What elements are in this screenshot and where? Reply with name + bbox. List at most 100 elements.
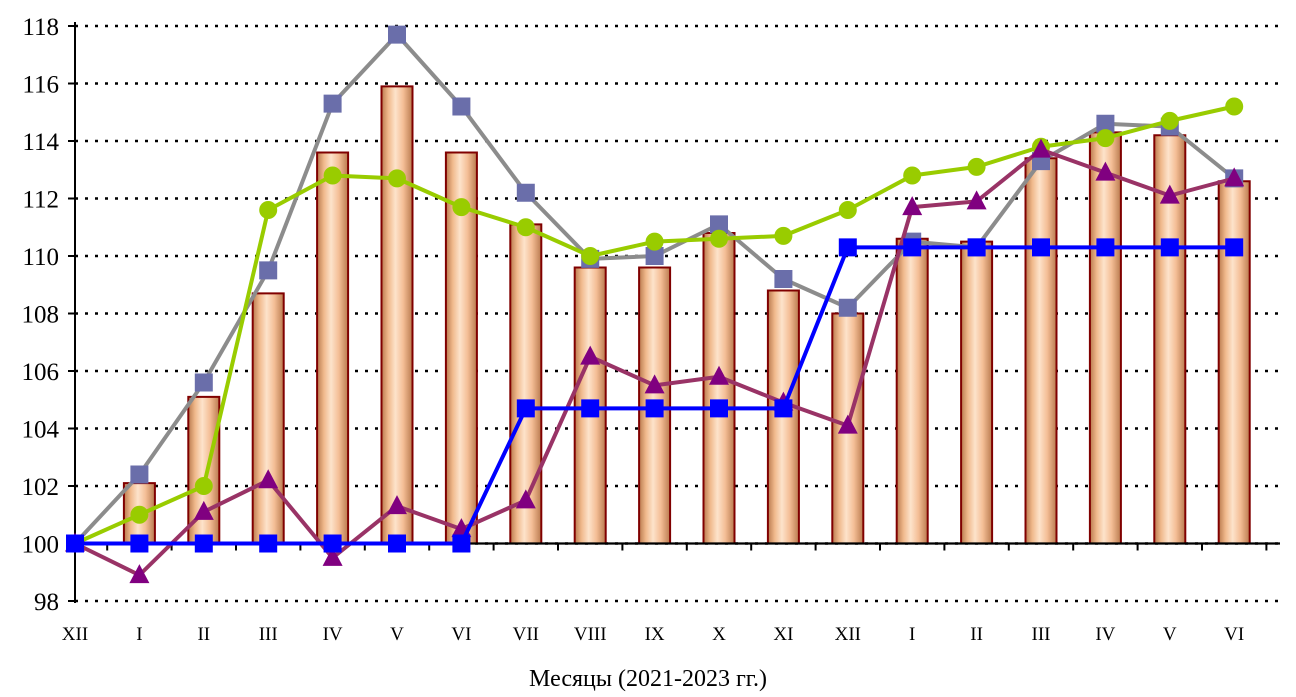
x-tick-label-6: VI bbox=[451, 624, 471, 645]
x-tick-label-1: I bbox=[136, 624, 142, 645]
series-3-point-8 bbox=[581, 399, 600, 418]
bar-10 bbox=[702, 232, 736, 545]
series-1-point-12 bbox=[838, 201, 857, 219]
series-0-point-7 bbox=[516, 183, 535, 202]
series-3-point-3 bbox=[259, 534, 278, 553]
bar-3 bbox=[251, 292, 285, 545]
series-1-point-17 bbox=[1160, 111, 1179, 130]
series-2-point-9 bbox=[644, 374, 665, 394]
series-2-point-10 bbox=[709, 365, 729, 385]
series-3-point-10 bbox=[710, 399, 728, 418]
series-3-point-14 bbox=[967, 238, 986, 257]
y-tick-label-98: 98 bbox=[34, 589, 59, 616]
y-tick-label-104: 104 bbox=[22, 417, 60, 444]
series-2-point-2 bbox=[193, 500, 214, 520]
x-tick-label-16: IV bbox=[1095, 624, 1115, 645]
series-1-point-8 bbox=[581, 247, 600, 265]
x-tick-label-18: VI bbox=[1224, 624, 1244, 645]
x-tick-label-11: XI bbox=[773, 624, 793, 645]
series-0-point-4 bbox=[323, 94, 342, 113]
series-3-point-12 bbox=[838, 238, 857, 257]
series-0-point-12 bbox=[838, 298, 857, 317]
y-tick-label-100: 100 bbox=[22, 532, 60, 559]
y-tick-label-114: 114 bbox=[22, 129, 59, 156]
bar-14 bbox=[960, 240, 994, 545]
x-tick-label-15: III bbox=[1032, 624, 1051, 645]
bar-15 bbox=[1024, 157, 1058, 545]
series-1-point-18 bbox=[1225, 97, 1244, 116]
series-3-point-1 bbox=[130, 534, 149, 553]
series-1-point-5 bbox=[388, 169, 406, 188]
x-tick-label-8: VIII bbox=[574, 624, 607, 645]
series-2-point-16 bbox=[1095, 161, 1116, 181]
bar-13 bbox=[895, 237, 929, 545]
series-2-point-8 bbox=[580, 345, 601, 365]
series-1-point-14 bbox=[967, 157, 986, 176]
x-tick-label-14: II bbox=[970, 624, 983, 645]
series-lines bbox=[65, 25, 1245, 584]
series-0-point-10 bbox=[710, 215, 728, 234]
series-0-point-2 bbox=[194, 373, 213, 392]
series-3-point-2 bbox=[194, 534, 213, 553]
y-tick-label-118: 118 bbox=[22, 14, 59, 41]
series-2-point-4 bbox=[322, 546, 343, 566]
series-2-point-18 bbox=[1224, 167, 1245, 187]
series-2-point-17 bbox=[1159, 184, 1180, 204]
x-tick-label-12: XII bbox=[835, 624, 861, 645]
x-axis-title: Месяцы (2021-2023 гг.) bbox=[529, 666, 767, 692]
bar-16 bbox=[1088, 131, 1122, 545]
series-3-point-18 bbox=[1225, 238, 1244, 257]
series-3-point-9 bbox=[645, 399, 664, 418]
series-3-point-17 bbox=[1160, 238, 1179, 257]
series-0-point-16 bbox=[1096, 114, 1115, 133]
y-tick-label-108: 108 bbox=[22, 302, 60, 329]
x-tick-label-7: VII bbox=[513, 624, 539, 645]
bars bbox=[122, 85, 1251, 545]
x-tick-label-9: IX bbox=[645, 624, 665, 645]
series-3-point-7 bbox=[516, 399, 535, 418]
x-tick-label-4: IV bbox=[323, 624, 343, 645]
series-1-point-7 bbox=[516, 218, 535, 237]
series-0-point-5 bbox=[388, 25, 406, 44]
x-tick-label-0: XII bbox=[62, 624, 88, 645]
series-1-point-11 bbox=[774, 226, 793, 245]
series-1-point-13 bbox=[903, 166, 922, 185]
series-2-point-1 bbox=[129, 564, 150, 584]
x-tick-label-13: I bbox=[909, 624, 915, 645]
series-3-point-15 bbox=[1032, 238, 1050, 257]
bar-5 bbox=[380, 85, 414, 545]
series-3-point-5 bbox=[388, 534, 406, 553]
bar-4 bbox=[316, 151, 350, 545]
series-2-point-5 bbox=[387, 495, 407, 515]
x-tick-label-5: V bbox=[390, 624, 404, 645]
y-tick-label-102: 102 bbox=[22, 474, 60, 501]
series-0-point-11 bbox=[774, 270, 793, 288]
series-3-point-13 bbox=[903, 238, 922, 257]
series-0-point-6 bbox=[452, 97, 471, 116]
series-2-point-15 bbox=[1031, 138, 1051, 158]
series-0-point-3 bbox=[259, 261, 278, 280]
series-3-point-11 bbox=[774, 399, 793, 418]
series-3-point-0 bbox=[66, 534, 84, 553]
series-3-point-4 bbox=[323, 534, 342, 553]
series-3-point-16 bbox=[1096, 238, 1115, 257]
series-1-point-1 bbox=[130, 505, 149, 524]
series-1-point-10 bbox=[710, 229, 728, 248]
series-1-point-3 bbox=[259, 201, 278, 219]
x-tick-label-3: III bbox=[259, 624, 278, 645]
series-3-point-6 bbox=[452, 534, 471, 553]
series-1-point-16 bbox=[1096, 129, 1115, 148]
series-2-point-7 bbox=[515, 489, 536, 509]
x-tick-label-10: X bbox=[712, 624, 726, 645]
series-1-point-9 bbox=[645, 232, 664, 251]
series-2-point-12 bbox=[837, 414, 858, 434]
series-2-point-3 bbox=[258, 469, 279, 489]
y-tick-label-116: 116 bbox=[22, 72, 59, 99]
y-tick-label-112: 112 bbox=[22, 187, 59, 214]
series-1-point-4 bbox=[323, 166, 342, 185]
y-tick-label-106: 106 bbox=[22, 359, 60, 386]
series-2-point-13 bbox=[902, 196, 923, 216]
